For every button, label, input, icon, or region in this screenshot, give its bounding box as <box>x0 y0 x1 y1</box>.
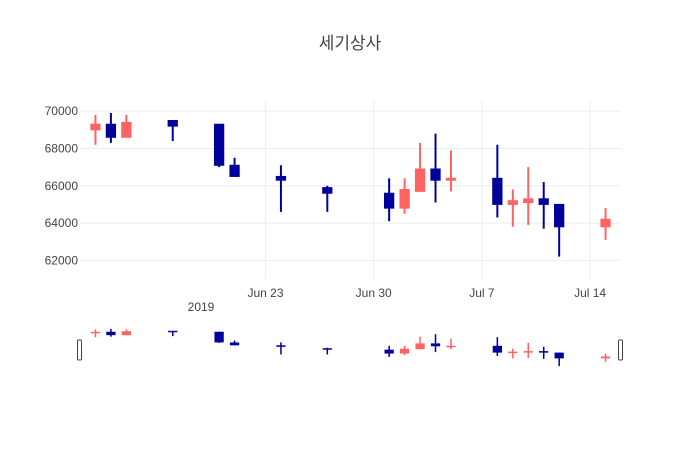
range-slider-candle-body <box>492 345 502 353</box>
range-slider-candle-decreasing <box>168 330 178 337</box>
range-slider-candle-decreasing <box>554 352 564 367</box>
candle-decreasing <box>275 165 287 212</box>
range-slider-candle-body <box>446 345 456 348</box>
candle-body <box>445 177 457 181</box>
y-tick-label: 70000 <box>45 104 79 118</box>
range-slider-candle-increasing <box>508 348 518 359</box>
range-slider-candles <box>90 328 611 367</box>
candle-body <box>90 123 101 131</box>
candles <box>90 113 611 257</box>
range-slider-candle-decreasing <box>384 345 394 357</box>
chart-title: 세기상사 <box>319 34 382 54</box>
range-slider-candle-decreasing <box>229 340 240 346</box>
range-slider-candle-decreasing <box>322 347 332 355</box>
range-slider-candle-increasing <box>600 353 611 362</box>
range-slider-left-handle[interactable] <box>77 339 82 361</box>
range-slider[interactable] <box>77 327 623 368</box>
candle-body <box>554 203 565 228</box>
candle-body <box>414 168 426 192</box>
candle-decreasing <box>213 123 225 168</box>
range-slider-candle-body <box>106 331 116 336</box>
range-slider-candle-body <box>322 348 332 350</box>
candle-body <box>600 218 611 228</box>
x-tick-label: Jun 23 <box>247 286 283 300</box>
candle-decreasing <box>384 178 395 222</box>
candle-increasing <box>507 189 518 227</box>
candle-body <box>492 177 503 205</box>
range-slider-candle-body <box>415 343 425 350</box>
candle-body <box>213 123 225 166</box>
range-slider-candle-increasing <box>523 342 533 358</box>
candle-increasing <box>414 142 426 192</box>
range-slider-candle-body <box>399 348 410 354</box>
candle-body <box>384 192 395 209</box>
range-slider-candle-body <box>430 343 441 347</box>
range-slider-right-handle[interactable] <box>618 339 623 361</box>
range-slider-candle-body <box>384 349 394 354</box>
candle-body <box>507 200 518 205</box>
candle-increasing <box>445 150 457 192</box>
x-tick-label: Jun 30 <box>356 286 392 300</box>
candle-body <box>105 123 117 138</box>
candle-decreasing <box>554 203 565 257</box>
candle-body <box>322 187 333 194</box>
range-slider-candle-body <box>539 351 549 353</box>
range-slider-candle-body <box>121 331 132 336</box>
range-slider-candle-increasing <box>399 345 410 356</box>
x-tick-label: Jul 14 <box>574 286 606 300</box>
candle-body <box>229 164 240 177</box>
x-axis: Jun 23 Jun 30 Jul 7 Jul 14 <box>247 286 606 300</box>
candle-body <box>275 175 287 181</box>
candle-decreasing <box>492 144 503 218</box>
candle-body <box>523 198 534 204</box>
candle-decreasing <box>538 182 549 229</box>
y-tick-label: 64000 <box>45 216 79 230</box>
range-slider-candle-body <box>600 356 611 359</box>
range-slider-candle-decreasing <box>106 328 116 337</box>
range-slider-candle-body <box>276 345 286 347</box>
candle-increasing <box>600 208 611 240</box>
range-slider-background[interactable] <box>80 327 621 368</box>
range-slider-candle-decreasing <box>430 334 441 353</box>
range-slider-candle-increasing <box>446 338 456 350</box>
range-slider-candle-body <box>229 342 240 346</box>
range-slider-candle-decreasing <box>539 346 549 359</box>
candle-decreasing <box>167 120 178 142</box>
candle-body <box>399 189 410 209</box>
range-slider-candle-increasing <box>415 336 425 350</box>
gridlines <box>80 100 621 279</box>
candle-decreasing <box>105 113 117 143</box>
range-slider-candle-decreasing <box>492 337 502 356</box>
range-slider-candle-body <box>168 330 178 333</box>
candle-decreasing <box>322 185 333 212</box>
candle-body <box>430 168 441 181</box>
candle-increasing <box>399 178 410 214</box>
y-tick-label: 62000 <box>45 253 79 267</box>
candle-decreasing <box>430 133 441 203</box>
range-slider-candle-increasing <box>90 329 101 338</box>
candle-body <box>121 121 132 138</box>
x-axis-year-label: 2019 <box>188 300 215 314</box>
candle-body <box>538 198 549 205</box>
candle-increasing <box>523 167 534 225</box>
y-axis: 62000 64000 66000 68000 70000 <box>45 104 79 267</box>
range-slider-candle-decreasing <box>276 342 286 355</box>
range-slider-candle-body <box>523 351 533 353</box>
x-tick-label: Jul 7 <box>469 286 495 300</box>
y-tick-label: 66000 <box>45 179 79 193</box>
range-slider-candle-body <box>90 331 101 334</box>
candle-increasing <box>90 114 101 145</box>
candle-body <box>167 120 178 127</box>
range-slider-candle-decreasing <box>214 331 224 343</box>
range-slider-candle-body <box>508 351 518 354</box>
candle-decreasing <box>229 157 240 177</box>
range-slider-candle-increasing <box>121 329 132 336</box>
y-tick-label: 68000 <box>45 141 79 155</box>
range-slider-candle-body <box>554 352 564 359</box>
candle-increasing <box>121 114 132 138</box>
range-slider-candle-body <box>214 331 224 343</box>
